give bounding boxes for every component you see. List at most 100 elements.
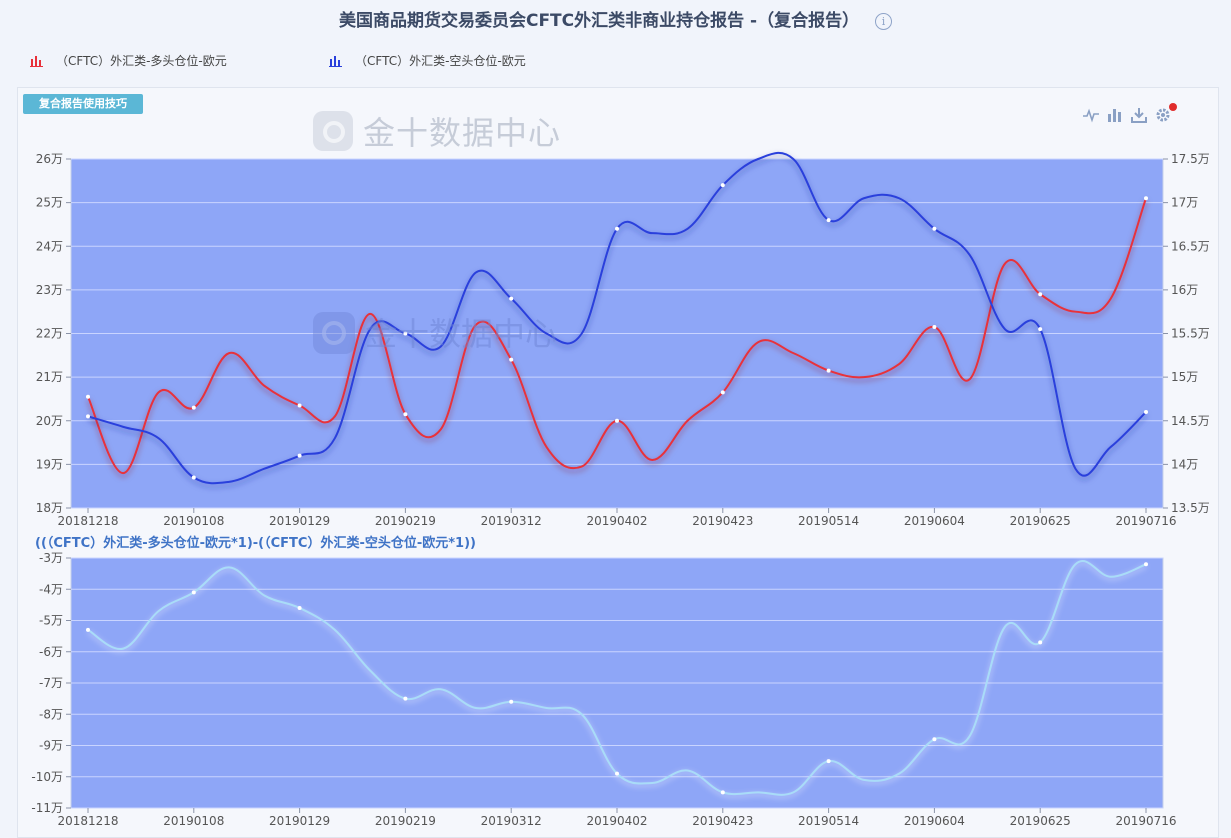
y-tick-label: -11万 xyxy=(31,801,63,815)
y-tick-label: -9万 xyxy=(39,739,63,753)
y-tick-label-right: 17万 xyxy=(1171,196,1198,210)
long-series-line-point xyxy=(297,403,302,408)
y-tick-label: 19万 xyxy=(36,457,63,471)
chart-toolbar xyxy=(1082,106,1172,124)
y-tick-label-right: 16.5万 xyxy=(1171,239,1210,253)
gear-icon[interactable] xyxy=(1154,106,1172,124)
x-tick-label: 20181218 xyxy=(57,514,118,528)
short-series-line-point xyxy=(403,331,408,336)
diff-series-line-point xyxy=(720,790,725,795)
y-tick-label: -7万 xyxy=(39,676,63,690)
tips-button[interactable]: 复合报告使用技巧 xyxy=(23,94,143,114)
x-tick-label: 20190129 xyxy=(269,814,330,828)
legend-item-short[interactable]: （CFTC）外汇类-空头仓位-欧元 xyxy=(329,52,526,69)
x-tick-label: 20190604 xyxy=(904,514,965,528)
watermark-logo-icon xyxy=(313,312,355,354)
x-tick-label: 20190423 xyxy=(692,814,753,828)
diff-series-line-point xyxy=(297,606,302,610)
y-tick-label-right: 15.5万 xyxy=(1171,327,1210,341)
diff-series-line-point xyxy=(86,627,90,632)
x-tick-label: 20190402 xyxy=(586,814,647,828)
x-tick-label: 20190716 xyxy=(1115,814,1176,828)
y-tick-label-right: 14万 xyxy=(1171,457,1198,471)
diff-series-line-point xyxy=(932,737,937,742)
y-tick-label-right: 16万 xyxy=(1171,283,1198,297)
long-series-line-point xyxy=(932,324,937,329)
long-series-line-point xyxy=(191,405,196,410)
short-series-line-point xyxy=(297,453,302,458)
short-series-line-point xyxy=(1038,327,1043,332)
long-series-line-point xyxy=(86,394,90,399)
long-series-line-point xyxy=(509,357,514,362)
legend-item-long[interactable]: （CFTC）外汇类-多头仓位-欧元 xyxy=(30,52,227,69)
watermark-text-middle: 金十数据中心 xyxy=(365,315,557,353)
y-tick-label: 25万 xyxy=(36,196,63,210)
x-tick-label: 20190219 xyxy=(375,814,436,828)
short-series-line-point xyxy=(191,475,196,480)
watermark-text: 金十数据中心 xyxy=(363,114,562,152)
legend-label-long: （CFTC）外汇类-多头仓位-欧元 xyxy=(56,54,227,68)
short-series-line-point xyxy=(509,296,514,301)
line-chart-icon[interactable] xyxy=(1082,106,1100,124)
y-tick-label-right: 17.5万 xyxy=(1171,152,1210,166)
y-tick-label: -5万 xyxy=(39,614,63,628)
x-tick-label: 20190423 xyxy=(692,514,753,528)
x-tick-label: 20190219 xyxy=(375,514,436,528)
bar-chart-icon[interactable] xyxy=(1106,106,1124,124)
short-series-line-point xyxy=(932,226,937,231)
short-series-line-point xyxy=(826,218,831,223)
y-tick-label: 18万 xyxy=(36,501,63,515)
diff-series-line-point xyxy=(509,699,514,704)
watermark-logo-ring xyxy=(322,321,346,345)
y-tick-label: -8万 xyxy=(39,707,63,721)
long-series-line-point xyxy=(615,418,619,423)
short-series-line-point xyxy=(86,414,90,419)
x-tick-label: 20190312 xyxy=(481,514,542,528)
x-tick-label: 20190716 xyxy=(1115,514,1176,528)
diff-series-line-point xyxy=(1144,562,1148,567)
page-title-text: 美国商品期货交易委员会CFTC外汇类非商业持仓报告 -（复合报告） xyxy=(338,11,860,31)
page-title: 美国商品期货交易委员会CFTC外汇类非商业持仓报告 -（复合报告） i xyxy=(0,6,1231,31)
diff-series-line-point xyxy=(1038,640,1043,645)
long-series-line-point xyxy=(1038,292,1043,297)
watermark: 金十数据中心 xyxy=(313,108,561,154)
x-tick-label: 20190108 xyxy=(163,514,224,528)
x-tick-label: 20190108 xyxy=(163,814,224,828)
short-series-line-point xyxy=(720,183,725,188)
diff-series-line-point xyxy=(403,696,408,701)
x-tick-label: 20190514 xyxy=(798,814,859,828)
y-tick-label: -3万 xyxy=(39,551,63,565)
x-tick-label: 20190625 xyxy=(1010,814,1071,828)
x-tick-label: 20190625 xyxy=(1010,514,1071,528)
x-tick-label: 20181218 xyxy=(57,814,118,828)
info-icon[interactable]: i xyxy=(875,12,893,30)
short-series-line-point xyxy=(615,226,619,231)
bar-chart-icon xyxy=(329,55,342,67)
y-tick-label: -4万 xyxy=(39,582,63,596)
long-series-line-point xyxy=(403,412,408,417)
y-tick-label: 24万 xyxy=(36,239,63,253)
chart-top: 18万 13.5万 19万 14万 20万 14.5万 21万 15万 22万 15.5万 23万 1… xyxy=(36,151,1210,528)
legend-label-short: （CFTC）外汇类-空头仓位-欧元 xyxy=(355,54,526,68)
long-series-line-point xyxy=(720,390,725,395)
x-tick-label: 20190402 xyxy=(586,514,647,528)
y-tick-label: 26万 xyxy=(36,152,63,166)
y-tick-label: 20万 xyxy=(36,414,63,428)
long-series-line-point xyxy=(1144,196,1148,201)
watermark-middle: 金十数据中心 xyxy=(313,312,557,354)
y-tick-label: 23万 xyxy=(36,283,63,297)
diff-series-line-point xyxy=(826,759,831,764)
x-tick-label: 20190129 xyxy=(269,514,330,528)
x-tick-label: 20190604 xyxy=(904,814,965,828)
diff-series-line-point xyxy=(191,590,196,595)
download-icon[interactable] xyxy=(1130,106,1148,124)
long-series-line xyxy=(87,197,1147,475)
y-tick-label: -6万 xyxy=(39,645,63,659)
y-tick-label: 21万 xyxy=(36,370,63,384)
diff-series-line xyxy=(87,560,1147,796)
short-series-line-point xyxy=(1144,410,1148,415)
y-tick-label-right: 14.5万 xyxy=(1171,414,1210,428)
x-tick-label: 20190312 xyxy=(481,814,542,828)
diff-series-line-point xyxy=(615,771,619,776)
